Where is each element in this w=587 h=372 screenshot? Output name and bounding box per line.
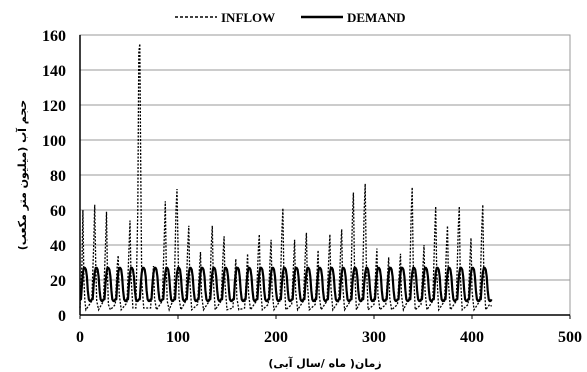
y-tick-labels: 0 20 40 60 80 100 120 140 160 — [42, 28, 66, 325]
y-tick-label: 0 — [58, 308, 66, 325]
series-group — [79, 43, 493, 313]
x-tick-label: 200 — [264, 329, 288, 346]
y-tick-label: 160 — [42, 28, 66, 45]
y-axis-label: حجم آب (میلیون متر مکعب) — [15, 100, 29, 250]
series-inflow-line — [79, 43, 493, 313]
x-axis-label: زمان( ماه /سال آبی) — [268, 356, 381, 370]
x-tick-labels: 0 100 200 300 400 500 — [76, 315, 582, 346]
y-tick-label: 140 — [42, 63, 66, 80]
grid — [80, 34, 570, 281]
x-tick-label: 500 — [558, 329, 582, 346]
x-tick-label: 0 — [76, 329, 84, 346]
y-tick-label: 120 — [42, 98, 66, 115]
y-tick-label: 60 — [50, 203, 66, 220]
legend: INFLOW DEMAND — [175, 10, 406, 25]
y-tick-label: 80 — [50, 168, 66, 185]
legend-demand-label: DEMAND — [347, 10, 406, 25]
series-demand-line — [79, 266, 493, 303]
x-tick-label: 300 — [362, 329, 386, 346]
y-tick-label: 40 — [50, 238, 66, 255]
y-tick-label: 20 — [50, 273, 66, 290]
y-tick-label: 100 — [42, 133, 66, 150]
legend-inflow-label: INFLOW — [221, 10, 275, 25]
x-tick-label: 100 — [166, 329, 190, 346]
x-tick-label: 400 — [460, 329, 484, 346]
